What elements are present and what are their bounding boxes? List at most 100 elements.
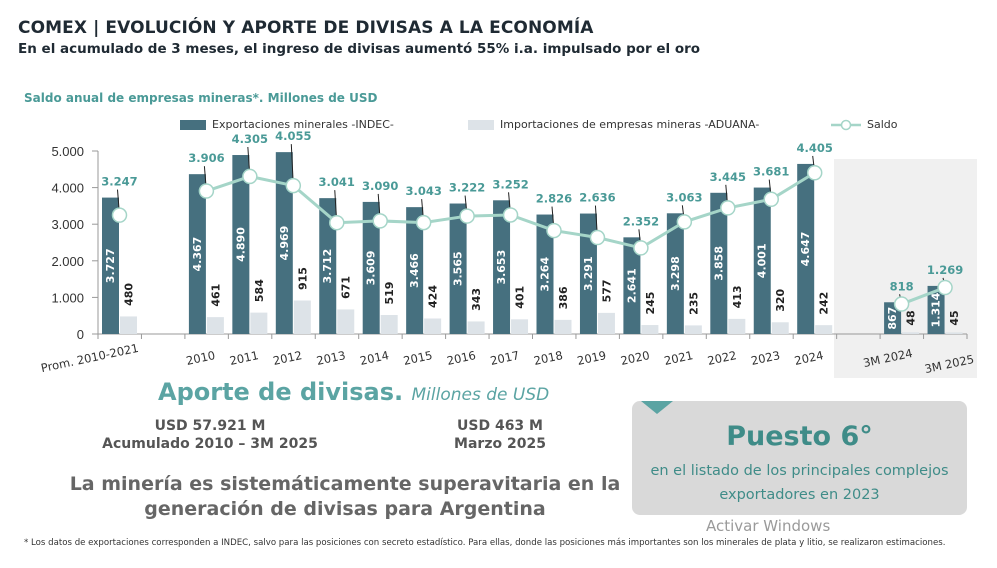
bar-exports: [536, 214, 554, 334]
x-tick-label: 2011: [228, 348, 260, 368]
saldo-label: 3.247: [101, 175, 137, 189]
saldo-label: 1.269: [927, 263, 963, 277]
bar-exports: [188, 174, 206, 334]
x-tick-label: 2014: [359, 348, 391, 368]
ranking-title: Puesto 6°: [726, 421, 873, 452]
saldo-label: 3.681: [753, 165, 789, 179]
bar-exports: [884, 302, 902, 334]
bar-label-imports: 242: [818, 292, 831, 315]
legend-swatch-exports: [180, 119, 206, 130]
bar-label-imports: 320: [774, 288, 787, 311]
bar-exports: [493, 200, 511, 334]
saldo-label: 818: [890, 279, 914, 293]
page-subtitle: En el acumulado de 3 meses, el ingreso d…: [18, 41, 701, 57]
bar-label-imports: 584: [253, 279, 266, 302]
bar-label-imports: 461: [209, 284, 222, 307]
saldo-label: 2.352: [623, 214, 659, 228]
legend-saldo: Saldo: [831, 118, 898, 131]
y-tick-label: 3.000: [51, 217, 84, 232]
bar-label-imports: 45: [948, 310, 961, 325]
bar-imports: [467, 321, 485, 334]
bar-exports: [449, 203, 467, 334]
bar-exports: [666, 213, 684, 334]
x-tick-label: 2022: [706, 348, 738, 368]
saldo-point: [720, 200, 736, 216]
bar-label-exports: 3.858: [712, 246, 725, 281]
stat-label: Acumulado 2010 – 3M 2025: [102, 436, 318, 452]
saldo-label: 2.826: [536, 192, 572, 206]
bar-imports: [424, 318, 442, 334]
bar-label-imports: 401: [514, 286, 527, 309]
saldo-point: [893, 296, 910, 312]
bar-exports: [579, 213, 597, 334]
bar-label-exports: 1.314: [930, 292, 943, 327]
bar-exports: [102, 197, 119, 334]
saldo-label: 3.445: [710, 170, 746, 184]
bar-label-exports: 3.727: [104, 248, 117, 283]
bar-label-exports: 4.001: [756, 243, 769, 278]
bar-label-imports: 235: [687, 292, 700, 315]
stat-value: USD 57.921 M: [154, 418, 266, 434]
saldo-point: [763, 191, 779, 208]
saldo-point: [242, 168, 258, 185]
x-tick-label: 2012: [272, 348, 304, 368]
x-tick-label: 2020: [619, 348, 651, 368]
saldo-point: [676, 214, 693, 230]
bar-exports: [319, 198, 337, 334]
bar-exports: [927, 285, 945, 334]
aporte-heading: Aporte de divisas.: [158, 378, 404, 406]
saldo-point: [633, 240, 649, 256]
legend-imports: Importaciones de empresas mineras -ADUAN…: [468, 118, 759, 131]
bar-exports: [710, 192, 728, 334]
bar-label-exports: 3.653: [495, 250, 508, 285]
saldo-point: [285, 177, 302, 194]
bar-label-imports: 48: [905, 310, 918, 325]
legend-label: Saldo: [867, 118, 898, 131]
stat-march: USD 463 M Marzo 2025: [420, 417, 580, 453]
legend-exports: Exportaciones minerales -INDEC-: [180, 118, 394, 131]
saldo-label: 3.043: [405, 184, 441, 198]
bar-label-exports: 3.609: [365, 251, 378, 286]
bar-imports: [945, 332, 963, 334]
bar-imports: [684, 325, 702, 334]
bar-imports: [250, 312, 268, 334]
bar-exports: [275, 152, 293, 334]
stat-label: Marzo 2025: [454, 436, 546, 452]
saldo-label: 4.405: [797, 141, 833, 155]
bar-label-imports: 343: [470, 288, 483, 311]
bar-label-exports: 2.641: [625, 268, 638, 303]
ranking-box: Puesto 6° en el listado de los principal…: [632, 401, 967, 515]
bar-label-exports: 3.291: [582, 256, 595, 291]
bar-label-exports: 3.565: [452, 251, 465, 286]
x-tick-label: 2021: [663, 348, 695, 368]
bar-imports: [554, 319, 572, 334]
y-tick-label: 4.000: [51, 181, 84, 196]
bar-label-imports: 245: [644, 292, 657, 315]
bar-label-exports: 4.647: [799, 232, 812, 267]
bar-imports: [293, 300, 311, 334]
bar-imports: [597, 312, 615, 334]
x-tick-label: 2018: [532, 348, 564, 368]
y-tick-label: 2.000: [51, 254, 84, 269]
saldo-point: [546, 222, 562, 239]
y-tick-label: 5.000: [51, 144, 84, 159]
x-tick-label: 2015: [402, 348, 434, 368]
x-tick-label: 2013: [315, 348, 347, 368]
bar-label-imports: 386: [557, 286, 570, 309]
bar-label-exports: 3.466: [408, 253, 421, 288]
chart: 0 1.000 2.000 3.000 4.000 5.000 3.727 480 3.247 P…: [40, 130, 977, 378]
bar-exports: [362, 201, 380, 334]
bar-imports: [902, 332, 920, 334]
x-tick-label: 2017: [489, 348, 521, 368]
saldo-label: 3.063: [666, 190, 702, 204]
bar-imports: [771, 322, 789, 334]
bar-imports: [337, 309, 355, 334]
saldo-point: [372, 213, 388, 229]
saldo-point: [937, 279, 953, 296]
page-title: COMEX | EVOLUCIÓN Y APORTE DE DIVISAS A …: [18, 18, 594, 38]
y-tick-label: 0: [77, 327, 84, 342]
bar-imports: [641, 325, 659, 334]
saldo-label: 4.055: [275, 130, 311, 143]
footnote: * Los datos de exportaciones corresponde…: [24, 538, 946, 548]
saldo-point: [329, 214, 345, 231]
